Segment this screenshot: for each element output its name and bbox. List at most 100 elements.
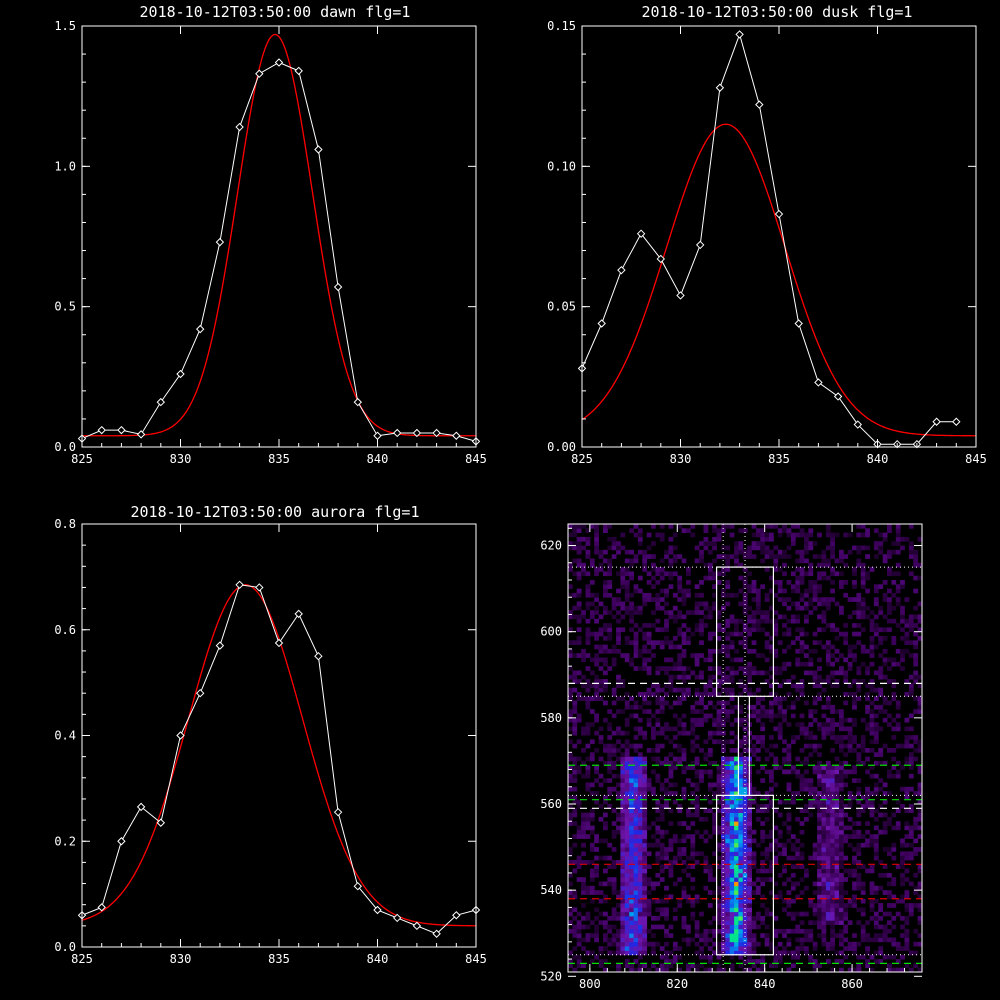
heatmap-cell xyxy=(742,756,748,762)
heatmap-cell xyxy=(769,674,774,680)
heatmap-cell xyxy=(725,821,731,826)
heatmap-cell xyxy=(629,920,634,925)
heatmap-cell xyxy=(611,786,617,792)
heatmap-cell xyxy=(738,847,744,852)
heatmap-cell xyxy=(594,541,599,546)
heatmap-cell xyxy=(895,959,901,964)
heatmap-cell xyxy=(703,713,709,719)
heatmap-cell xyxy=(594,532,599,538)
heatmap-cell xyxy=(716,808,722,813)
heatmap-cell xyxy=(773,946,779,951)
heatmap-cell xyxy=(568,562,573,568)
heatmap-cell xyxy=(629,661,634,667)
dusk-data-point xyxy=(617,265,626,275)
heatmap-cell xyxy=(808,898,814,904)
heatmap-cell xyxy=(729,872,735,878)
heatmap-cell xyxy=(581,825,586,831)
heatmap-cell xyxy=(572,860,578,865)
heatmap-cell xyxy=(834,890,840,895)
heatmap-cell xyxy=(843,773,849,779)
heatmap-cell xyxy=(576,524,582,529)
heatmap-cell xyxy=(738,937,744,943)
heatmap-cell xyxy=(651,898,656,904)
heatmap-cell xyxy=(594,748,599,753)
heatmap-cell xyxy=(620,885,626,891)
heatmap-cell xyxy=(729,890,735,895)
dusk-x-tick-label: 835 xyxy=(768,452,790,466)
heatmap-cell xyxy=(799,851,805,857)
heatmap-cell xyxy=(611,760,617,766)
heatmap-cell xyxy=(865,920,870,925)
heatmap-cell xyxy=(834,627,840,633)
heatmap-cell xyxy=(782,950,787,956)
heatmap-cell xyxy=(694,920,700,925)
heatmap-cell xyxy=(821,713,827,719)
heatmap-cell xyxy=(856,954,862,960)
heatmap-cell xyxy=(624,924,630,930)
heatmap-cell xyxy=(620,898,626,904)
heatmap-cell xyxy=(651,963,656,969)
heatmap-cell xyxy=(620,916,626,921)
heatmap-cell xyxy=(734,554,739,559)
heatmap-cell xyxy=(738,575,744,581)
heatmap-cell xyxy=(707,769,713,775)
heatmap-cell xyxy=(742,786,748,792)
heatmap-cell xyxy=(642,735,648,740)
heatmap-cell xyxy=(908,640,914,645)
heatmap-cell xyxy=(729,765,735,770)
heatmap-cell xyxy=(664,554,669,559)
heatmap-cell xyxy=(568,640,573,645)
heatmap-cell xyxy=(869,717,875,723)
heatmap-cell xyxy=(908,687,914,693)
heatmap-cell xyxy=(878,950,884,956)
heatmap-cell xyxy=(589,739,595,745)
heatmap-cell xyxy=(637,950,643,956)
heatmap-cell xyxy=(747,605,752,611)
heatmap-cell xyxy=(825,623,831,628)
heatmap-cell xyxy=(895,704,901,710)
heatmap-cell xyxy=(589,829,595,835)
heatmap-cell xyxy=(677,588,683,594)
heatmap-cell xyxy=(725,618,731,624)
heatmap-cell xyxy=(686,825,691,831)
heatmap-cell xyxy=(581,829,586,835)
heatmap-cell xyxy=(852,571,857,577)
heatmap-cell xyxy=(839,834,844,839)
heatmap-cell xyxy=(664,799,669,805)
heatmap-cell xyxy=(751,786,757,792)
heatmap-cell xyxy=(598,666,604,671)
heatmap-cell xyxy=(572,756,578,762)
heatmap-cell xyxy=(642,636,648,641)
heatmap-cell xyxy=(725,554,731,559)
heatmap-cell xyxy=(913,816,919,822)
heatmap-cell xyxy=(616,946,621,951)
heatmap-cell xyxy=(694,933,700,938)
heatmap-cell xyxy=(734,890,739,895)
heatmap-cell xyxy=(655,601,661,607)
heatmap-cell xyxy=(686,580,691,585)
heatmap-cell xyxy=(642,834,648,839)
heatmap-cell xyxy=(646,571,652,577)
heatmap-cell xyxy=(581,946,586,951)
heatmap-cell xyxy=(860,890,866,895)
heatmap-cell xyxy=(839,631,844,637)
heatmap-cell xyxy=(716,554,722,559)
heatmap-cell xyxy=(633,743,639,749)
heatmap-cell xyxy=(808,588,814,594)
heatmap-cell xyxy=(860,580,866,585)
heatmap-cell xyxy=(734,562,739,568)
heatmap-cell xyxy=(589,722,595,727)
heatmap-cell xyxy=(581,674,586,680)
heatmap-cell xyxy=(585,782,591,788)
heatmap-cell xyxy=(725,950,731,956)
heatmap-cell xyxy=(616,571,621,577)
heatmap-cell xyxy=(843,825,849,831)
heatmap-cell xyxy=(620,868,626,874)
heatmap-cell xyxy=(830,937,835,943)
heatmap-cell xyxy=(633,855,639,861)
heatmap-cell xyxy=(664,855,669,861)
heatmap-cell xyxy=(747,571,752,577)
heatmap-y-tick-label: 600 xyxy=(540,625,562,639)
heatmap-cell xyxy=(568,614,573,620)
heatmap-cell xyxy=(620,928,626,934)
